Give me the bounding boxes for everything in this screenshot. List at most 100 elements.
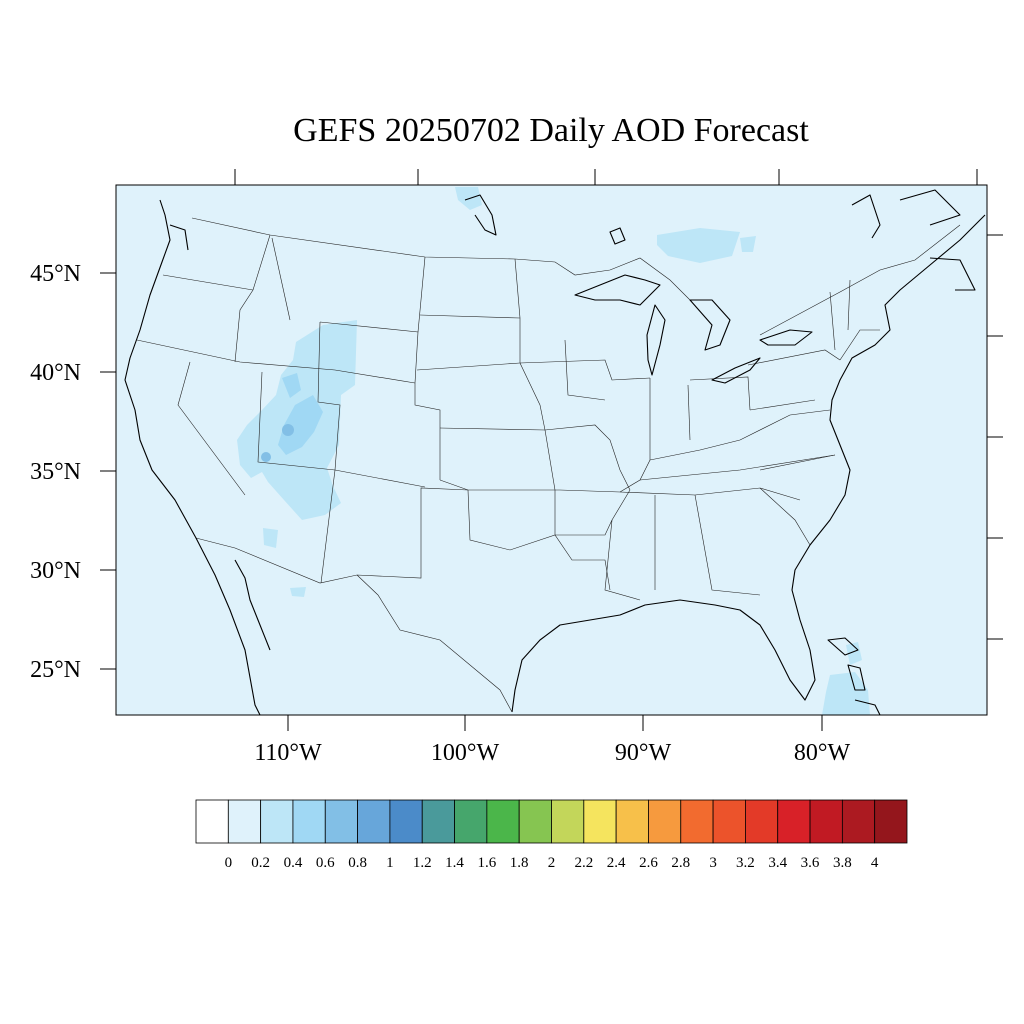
lake-ontario: [759, 329, 813, 346]
colorbar-box: [357, 799, 391, 844]
border-ny-vt: [829, 291, 836, 351]
colorbar-label: 3.4: [768, 855, 787, 871]
aod-field: [237, 187, 870, 715]
border-wy-co: [319, 321, 441, 480]
aod-plume-north: [282, 373, 301, 398]
coast-quebec: [851, 194, 881, 239]
island-cuba: [854, 699, 881, 715]
border-new-england: [839, 329, 880, 361]
colorbar: 0 0.2 0.4 0.6 0.8 1 1.2 1.4 1.6 1.8 2 2.2 2.4 2.6 2.8 3…: [195, 799, 908, 871]
aod-patch-ontario-2: [740, 236, 756, 252]
colorbar-box: [745, 799, 779, 844]
colorbar-box: [615, 799, 649, 844]
aod-patch-ontario: [657, 228, 740, 263]
border-us-canada-east: [759, 224, 961, 336]
border-sd-ne: [416, 362, 521, 371]
lake-nipigon: [609, 227, 626, 245]
border-il-in: [619, 378, 651, 493]
colorbar-label: 1.2: [413, 855, 432, 871]
colorbar-box: [874, 799, 908, 844]
colorbar-label: 3.6: [801, 855, 820, 871]
aod-patch-bahamas-n: [846, 642, 862, 665]
colorbar-box: [680, 799, 714, 844]
border-ks-ok: [439, 479, 621, 493]
border-ms-la: [604, 519, 641, 601]
border-mt-nd-sd: [417, 256, 426, 333]
colorbar-boxes: [195, 799, 908, 844]
lake-huron: [689, 299, 731, 351]
border-us-canada-lakes: [514, 257, 691, 301]
colorbar-box: [518, 799, 552, 844]
border-tn-ky: [639, 454, 836, 481]
border-pa-md: [749, 399, 816, 411]
colorbar-box: [712, 799, 746, 844]
colorbar-label: 0.2: [251, 855, 270, 871]
coast-nova-scotia: [929, 257, 976, 291]
lake-erie: [711, 357, 761, 384]
colorbar-label: 3.8: [833, 855, 852, 871]
lat-label-40: 40°N: [30, 360, 81, 386]
colorbar-label: 4: [871, 855, 879, 871]
colorbar-label: 1.8: [510, 855, 529, 871]
border-wa-or: [162, 274, 254, 291]
border-co-nm-az: [317, 321, 341, 584]
lat-label-25: 25°N: [30, 657, 81, 683]
map-title: GEFS 20250702 Daily AOD Forecast: [293, 112, 809, 149]
colorbar-label: 1.6: [477, 855, 496, 871]
border-id-west: [234, 234, 271, 363]
lat-label-30: 30°N: [30, 558, 81, 584]
island-bahamas-2: [847, 664, 866, 691]
lake-superior: [574, 274, 661, 306]
lake-michigan: [646, 304, 666, 376]
political-borders: [136, 217, 961, 713]
border-ga-sc: [759, 487, 811, 546]
colorbar-box: [551, 799, 585, 844]
axis-ticks: [100, 169, 1003, 731]
colorbar-label: 2.6: [639, 855, 658, 871]
border-ut-az: [257, 371, 426, 488]
border-ca-nv: [177, 361, 246, 496]
island-bahamas-1: [827, 637, 859, 656]
colorbar-label: 0.4: [284, 855, 303, 871]
border-mt-id: [271, 237, 291, 321]
colorbar-labels: 0 0.2 0.4 0.6 0.8 1 1.2 1.4 1.6 1.8 2 2.2 2.4 2.6 2.8 3…: [225, 855, 879, 871]
coastlines: [124, 189, 986, 715]
lat-label-35: 35°N: [30, 459, 81, 485]
border-us-canada-west: [191, 217, 516, 260]
border-mo-ar: [544, 424, 631, 491]
colorbar-label: 2: [548, 855, 556, 871]
border-tn-south: [619, 487, 801, 501]
colorbar-label: 2.4: [607, 855, 626, 871]
aod-patch-bahamas: [822, 672, 870, 715]
border-ne-ks: [439, 427, 546, 431]
colorbar-label: 1.4: [445, 855, 464, 871]
lon-label-100w: 100°W: [431, 740, 500, 766]
colorbar-label: 3: [709, 855, 717, 871]
colorbar-label: 1: [386, 855, 394, 871]
coast-lake-winnipeg: [464, 194, 497, 236]
colorbar-box: [809, 799, 843, 844]
map-panel: [115, 184, 988, 716]
border-ar-la: [555, 489, 631, 536]
colorbar-box: [648, 799, 682, 844]
aod-peak-2: [261, 452, 271, 462]
border-nd-sd: [419, 314, 521, 319]
aod-plume-core: [278, 395, 323, 455]
border-wi-ia: [564, 339, 606, 401]
colorbar-box: [292, 799, 326, 844]
aod-patch-az: [263, 528, 278, 548]
colorbar-box: [389, 799, 423, 844]
latitude-labels: 45°N 40°N 35°N 30°N 25°N: [30, 261, 81, 683]
lat-label-45: 45°N: [30, 261, 81, 287]
coast-pacific: [124, 199, 261, 715]
border-va-nc: [759, 454, 836, 471]
border-in-oh: [687, 384, 691, 441]
map-frame: [115, 184, 988, 716]
coast-gulf-of-california: [234, 559, 271, 651]
border-vt-nh: [847, 279, 851, 331]
coast-atlantic-gulf: [511, 214, 986, 713]
coast-puget-sound: [169, 224, 189, 251]
longitude-labels: 110°W 100°W 90°W 80°W: [254, 740, 850, 766]
colorbar-box: [421, 799, 455, 844]
colorbar-box: [227, 799, 262, 844]
